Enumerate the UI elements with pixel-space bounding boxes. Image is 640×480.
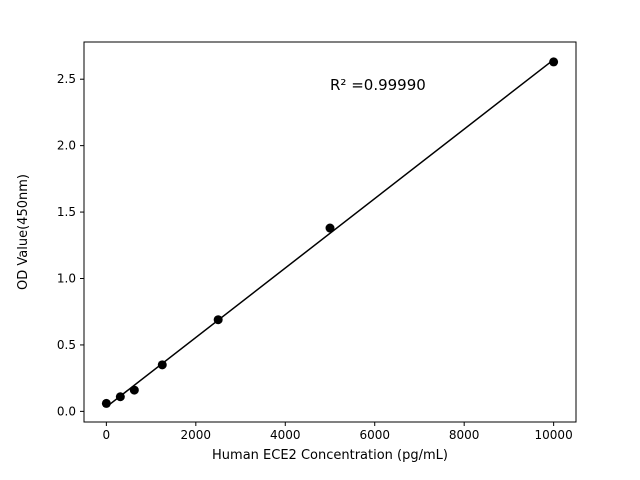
fit-line (105, 59, 555, 408)
plot-area-frame (83, 41, 577, 423)
y-axis-ticks: 0.0 0.5 1.0 1.5 2.0 2.5 (57, 72, 84, 418)
data-point (129, 385, 139, 395)
r-squared-annotation: R² =0.99990 (330, 76, 426, 94)
data-point (157, 360, 167, 370)
y-tick-label: 1.0 (57, 272, 76, 286)
y-axis-label: OD Value(450nm) (16, 174, 31, 290)
y-tick-label: 1.5 (57, 205, 76, 219)
x-tick-label: 6000 (359, 428, 390, 442)
data-point (325, 223, 335, 233)
x-axis-ticks: 0 2000 4000 6000 8000 10000 (103, 422, 573, 442)
data-point (101, 398, 111, 408)
y-tick-label: 2.5 (57, 72, 76, 86)
data-point (213, 315, 223, 325)
x-tick-label: 8000 (449, 428, 480, 442)
x-tick-label: 0 (103, 428, 111, 442)
x-axis-label: Human ECE2 Concentration (pg/mL) (212, 448, 448, 463)
x-tick-label: 10000 (535, 428, 573, 442)
y-tick-label: 0.0 (57, 404, 76, 418)
data-series (101, 57, 559, 408)
data-point (549, 57, 559, 67)
data-point (115, 392, 125, 402)
y-tick-label: 2.0 (57, 139, 76, 153)
x-tick-label: 2000 (181, 428, 212, 442)
x-tick-label: 4000 (270, 428, 301, 442)
y-tick-label: 0.5 (57, 338, 76, 352)
